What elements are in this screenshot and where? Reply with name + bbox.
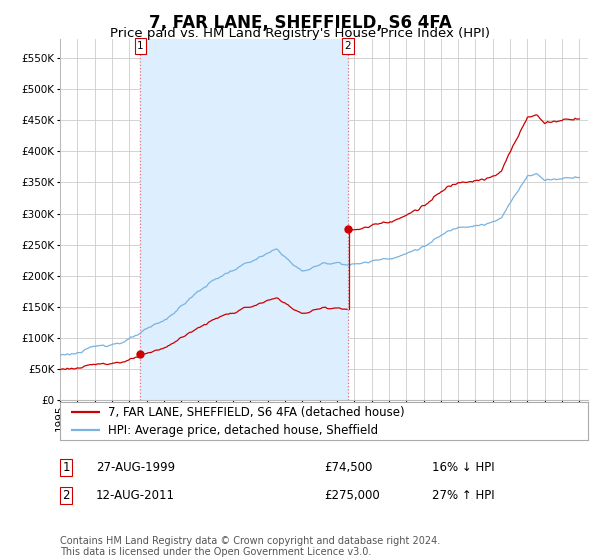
Text: 2: 2 [344,41,351,51]
Text: 16% ↓ HPI: 16% ↓ HPI [432,461,494,474]
Text: 7, FAR LANE, SHEFFIELD, S6 4FA: 7, FAR LANE, SHEFFIELD, S6 4FA [149,14,451,32]
Text: 1: 1 [137,41,144,51]
Text: £275,000: £275,000 [324,489,380,502]
Text: £74,500: £74,500 [324,461,373,474]
Text: HPI: Average price, detached house, Sheffield: HPI: Average price, detached house, Shef… [107,423,377,437]
Text: 7, FAR LANE, SHEFFIELD, S6 4FA (detached house): 7, FAR LANE, SHEFFIELD, S6 4FA (detached… [107,405,404,419]
Text: Contains HM Land Registry data © Crown copyright and database right 2024.
This d: Contains HM Land Registry data © Crown c… [60,535,440,557]
Text: Price paid vs. HM Land Registry's House Price Index (HPI): Price paid vs. HM Land Registry's House … [110,27,490,40]
Text: 27-AUG-1999: 27-AUG-1999 [96,461,175,474]
Bar [140,39,348,400]
Text: 2: 2 [62,489,70,502]
Text: 27% ↑ HPI: 27% ↑ HPI [432,489,494,502]
Text: 12-AUG-2011: 12-AUG-2011 [96,489,175,502]
Text: 1: 1 [62,461,70,474]
